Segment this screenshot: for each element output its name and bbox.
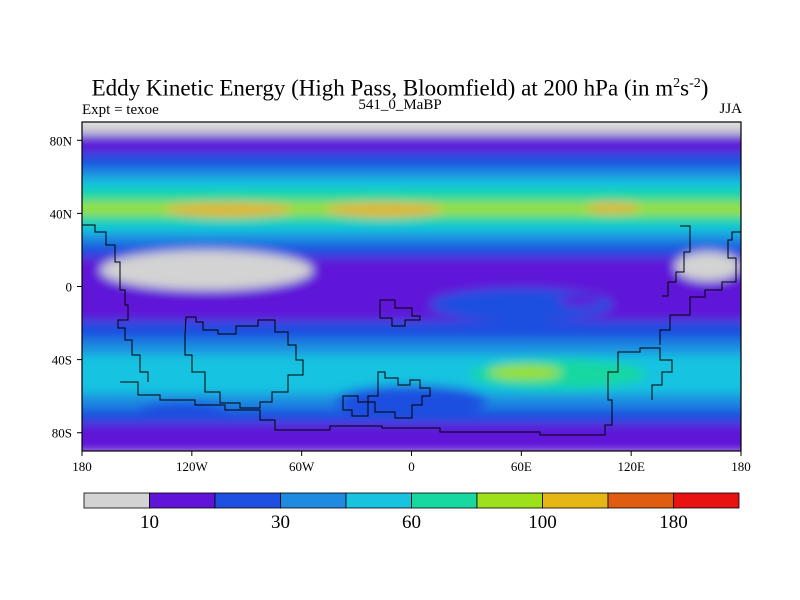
field-band-13: [82, 321, 741, 344]
coastline-south-america: [184, 316, 304, 409]
y-tick-label-2: 0: [66, 280, 73, 295]
title-exponent-1: 2: [673, 76, 681, 91]
tropical-core-east: [557, 295, 602, 307]
colorbar-label-4: 180: [659, 512, 688, 533]
x-tick-label-6: 180: [731, 459, 751, 474]
colorbar-label-3: 100: [528, 512, 557, 533]
x-tick-label-1: 120W: [176, 459, 209, 474]
experiment-label: Expt = texoe: [82, 102, 159, 118]
field-smooth: [82, 122, 741, 451]
colorbar: 10 30 60 100 180: [83, 492, 740, 533]
colorbar-swatch-0: [83, 492, 150, 509]
colorbar-swatch-9: [673, 492, 740, 509]
title-unit-s: s: [680, 75, 690, 101]
coastline-arabia: [379, 299, 421, 327]
colorbar-swatch-7: [542, 492, 609, 509]
south-pacific-minimum: [136, 401, 229, 420]
colorbar-label-0: 10: [140, 512, 159, 533]
field-band-2: [82, 152, 741, 172]
coastline-antarctica-edge: [120, 347, 673, 436]
x-tick-label-5: 120E: [617, 459, 645, 474]
map-axes: 180 120W 60W 0 60E 120E 180 80N 40N 0 40S 80S: [50, 133, 751, 474]
southern-jet-maximum: [488, 365, 562, 380]
maximum-north-asia: [585, 202, 641, 214]
colorbar-label-1: 30: [271, 512, 290, 533]
coastline-west-pacific: [82, 224, 149, 382]
x-tick-label-3: 0: [408, 459, 415, 474]
y-tick-label-3: 40S: [52, 353, 72, 368]
field-band-14: [82, 339, 741, 358]
south-atlantic-minimum: [334, 385, 489, 415]
y-tick-label-0: 80N: [50, 133, 73, 148]
field-band-0: [82, 122, 741, 139]
colorbar-swatch-1: [149, 492, 216, 509]
colorbar-swatch-6: [476, 492, 543, 509]
y-tick-label-4: 80S: [52, 426, 72, 441]
colorbar-swatch-5: [411, 492, 478, 509]
coastline-north-asia-east: [662, 225, 691, 297]
y-tick-label-1: 40N: [50, 206, 73, 221]
colorbar-swatch-2: [214, 492, 281, 509]
colorbar-label-2: 60: [402, 512, 421, 533]
title-main: Eddy Kinetic Energy (High Pass, Bloomfie…: [91, 75, 674, 101]
tropical-blue-east: [429, 288, 613, 322]
chart-subtitle: 541_0_MaBP: [358, 97, 442, 113]
title-close: ): [700, 75, 709, 101]
low-region-tropical-west: [100, 249, 313, 291]
maximum-north-atlantic: [325, 202, 443, 218]
chart-title: Eddy Kinetic Energy (High Pass, Bloomfie…: [0, 70, 800, 103]
coastline-east-asia: [659, 231, 741, 345]
colorbar-swatch-4: [345, 492, 412, 509]
coastline-africa: [342, 371, 431, 419]
colorbar-swatch-8: [607, 492, 674, 509]
heatmap-field: [82, 122, 741, 451]
low-region-tropical-east: [675, 251, 741, 282]
field-band-5: [82, 189, 741, 207]
colorbar-swatch-3: [280, 492, 347, 509]
field-band-1: [82, 134, 741, 157]
season-label: JJA: [719, 101, 742, 117]
x-tick-label-0: 180: [72, 459, 92, 474]
maximum-north-pacific: [164, 202, 293, 218]
title-exponent-2: -2: [689, 76, 701, 91]
x-tick-label-2: 60W: [289, 459, 315, 474]
continent-outlines: [82, 224, 741, 436]
x-tick-label-4: 60E: [511, 459, 532, 474]
